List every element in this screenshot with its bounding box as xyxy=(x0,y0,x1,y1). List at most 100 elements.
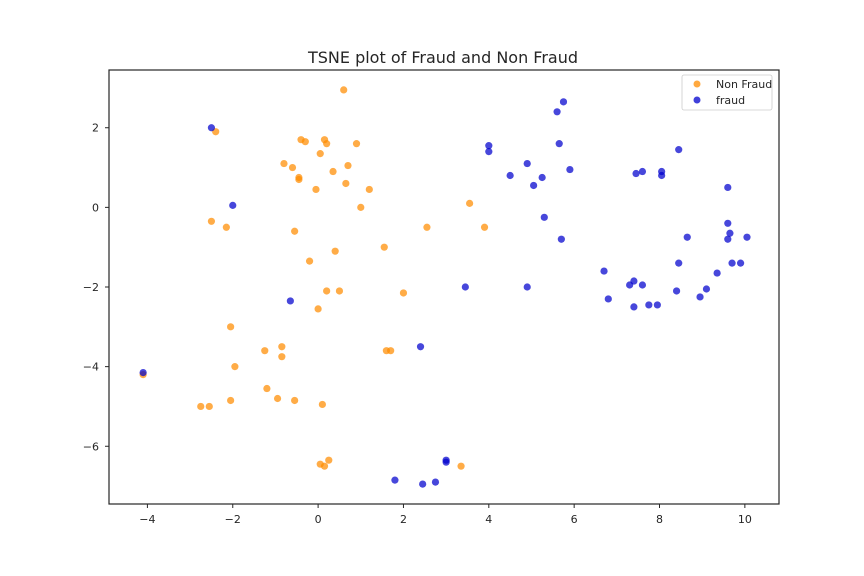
plot-frame xyxy=(108,69,780,505)
x-tick-label: 6 xyxy=(571,513,578,526)
non-fraud-point xyxy=(323,287,331,295)
fraud-point xyxy=(724,183,732,192)
non-fraud-point xyxy=(222,223,230,231)
non-fraud-point xyxy=(387,347,395,355)
fraud-point xyxy=(630,277,638,285)
fraud-point xyxy=(724,235,732,243)
fraud-point xyxy=(540,213,548,221)
non-fraud-point xyxy=(399,289,408,297)
non-fraud-point xyxy=(352,140,361,148)
non-fraud-point xyxy=(342,179,350,188)
fraud-point xyxy=(726,229,734,237)
fraud-point xyxy=(139,369,147,377)
fraud-point xyxy=(419,480,427,488)
non-fraud-point xyxy=(331,247,339,255)
fraud-point xyxy=(600,267,608,275)
x-tick-label: 8 xyxy=(656,513,663,526)
non-fraud-point xyxy=(278,353,286,361)
fraud-point xyxy=(207,124,216,132)
x-tick-label: 4 xyxy=(485,513,492,526)
fraud-point xyxy=(555,140,563,148)
fraud-point xyxy=(630,303,638,311)
non-fraud-point xyxy=(261,347,269,355)
non-fraud-point xyxy=(207,217,216,225)
fraud-point xyxy=(724,219,732,227)
non-fraud-point xyxy=(227,396,235,405)
y-tick-label: −4 xyxy=(83,361,99,374)
non-fraud-point xyxy=(312,185,320,194)
x-axis-ticks: −4 −2 0 2 4 6 8 10 xyxy=(139,504,752,526)
y-tick-label: 2 xyxy=(92,122,99,135)
fraud-point xyxy=(559,98,568,106)
fraud-point xyxy=(743,233,751,241)
non-fraud-point xyxy=(344,161,352,170)
non-fraud-point xyxy=(278,343,286,351)
fraud-point xyxy=(286,297,294,305)
legend-marker-non-fraud xyxy=(693,80,701,88)
non-fraud-point xyxy=(197,402,205,411)
x-tick-label: 0 xyxy=(315,513,322,526)
fraud-point xyxy=(696,293,704,301)
non-fraud-point xyxy=(305,257,314,265)
fraud-point xyxy=(638,167,647,176)
fraud-point xyxy=(658,167,666,176)
plot-marks xyxy=(139,86,751,488)
fraud-point xyxy=(557,235,565,243)
non-fraud-point xyxy=(323,140,331,148)
fraud-point xyxy=(675,259,683,267)
fraud-point xyxy=(702,285,711,293)
non-fraud-point xyxy=(480,223,489,231)
legend-label-non-fraud: Non Fraud xyxy=(716,78,772,91)
non-fraud-point xyxy=(273,394,282,403)
x-tick-label: −2 xyxy=(225,513,241,526)
fraud-point xyxy=(653,301,661,309)
fraud-point xyxy=(553,108,561,116)
non-fraud-point xyxy=(227,323,235,331)
non-fraud-point xyxy=(263,384,271,393)
fraud-point xyxy=(713,269,721,277)
fraud-point xyxy=(391,476,399,484)
fraud-point xyxy=(506,171,514,180)
non-fraud-point xyxy=(318,400,326,409)
non-fraud-point xyxy=(288,163,297,172)
fraud-point xyxy=(530,181,538,190)
fraud-point xyxy=(461,283,469,291)
fraud-point xyxy=(683,233,691,241)
non-fraud-point xyxy=(357,203,365,211)
legend-box xyxy=(681,74,773,111)
non-fraud-point xyxy=(340,86,348,94)
fraud-point xyxy=(566,165,574,174)
non-fraud-point xyxy=(457,462,465,470)
fraud-point xyxy=(728,259,736,267)
fraud-point xyxy=(675,146,683,154)
non-fraud-point xyxy=(291,227,299,235)
y-tick-label: −6 xyxy=(83,440,99,453)
y-tick-label: 0 xyxy=(92,201,99,214)
non-fraud-point xyxy=(295,175,303,184)
non-fraud-point xyxy=(205,402,213,411)
non-fraud-point xyxy=(325,456,333,464)
fraud-point xyxy=(431,478,440,486)
fraud-point xyxy=(645,301,653,309)
non-fraud-point xyxy=(314,305,322,313)
non-fraud-point xyxy=(316,150,324,158)
non-fraud-point xyxy=(320,462,329,470)
fraud-point xyxy=(523,159,531,168)
fraud-point xyxy=(672,287,681,295)
non-fraud-point xyxy=(466,199,474,207)
fraud-point xyxy=(736,259,745,267)
x-tick-label: 2 xyxy=(400,513,407,526)
fraud-point xyxy=(523,283,531,291)
fraud-point xyxy=(442,458,450,466)
non-fraud-point xyxy=(423,223,431,231)
fraud-point xyxy=(638,281,647,289)
non-fraud-point xyxy=(280,159,288,168)
fraud-point xyxy=(485,142,493,150)
non-fraud-point xyxy=(365,185,373,194)
fraud-point xyxy=(632,169,640,178)
legend-label-fraud: fraud xyxy=(716,94,745,107)
non-fraud-point xyxy=(329,167,337,176)
non-fraud-point xyxy=(380,243,388,251)
legend: Non Fraud fraud xyxy=(681,74,773,111)
